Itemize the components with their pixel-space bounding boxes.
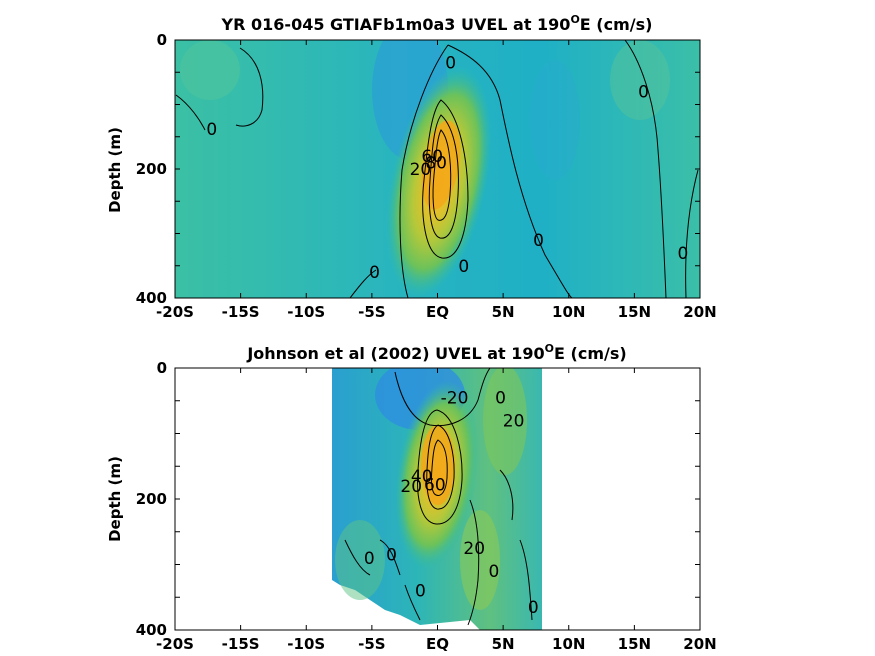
contour-label: 20 <box>410 160 432 180</box>
panel-model: YR 016-045 GTIAFb1m0a3 UVEL at 190OE (cm… <box>106 13 717 321</box>
x-tick-label: -15S <box>222 303 260 321</box>
x-tick-label: 10N <box>552 303 585 321</box>
contour-label: 0 <box>678 244 689 264</box>
panel-1-field <box>175 40 700 298</box>
contour-label: 60 <box>424 476 446 496</box>
x-tick-label: -10S <box>287 303 325 321</box>
x-tick-label: 15N <box>618 635 651 653</box>
panel-1-ylabel: Depth (m) <box>106 127 124 213</box>
contour-label: 0 <box>528 598 539 618</box>
x-tick-label: -20S <box>156 303 194 321</box>
panel-2-title-end: E (cm/s) <box>554 344 627 363</box>
panel-1-title-sup: O <box>570 13 579 26</box>
panel-1-title-main: YR 016-045 GTIAFb1m0a3 UVEL at 190 <box>221 15 571 34</box>
contour-label: 20 <box>503 411 525 431</box>
panel-2-field <box>332 368 542 630</box>
y-tick-label: 0 <box>157 359 167 377</box>
x-tick-label: EQ <box>426 635 449 653</box>
panel-2-title: Johnson et al (2002) UVEL at 190OE (cm/s… <box>246 342 626 363</box>
contour-label: 80 <box>425 154 447 174</box>
contour-label: 0 <box>364 549 375 569</box>
contour-label: -20 <box>441 388 469 408</box>
panel-2-title-sup: O <box>545 342 554 355</box>
x-tick-label: -15S <box>222 635 260 653</box>
contour-label: 0 <box>638 83 649 103</box>
y-tick-label: 400 <box>136 621 167 639</box>
contour-label: 0 <box>415 582 426 602</box>
contour-label: 20 <box>463 539 485 559</box>
y-tick-label: 200 <box>136 160 167 178</box>
panel-1-contours <box>175 40 699 298</box>
x-tick-label: -5S <box>358 303 385 321</box>
x-tick-label: 5N <box>492 635 515 653</box>
panel-observed: Johnson et al (2002) UVEL at 190OE (cm/s… <box>106 342 717 653</box>
panel-2-ylabel: Depth (m) <box>106 456 124 542</box>
x-tick-label: 5N <box>492 303 515 321</box>
contour-label: 40 <box>411 467 433 487</box>
y-tick-label: 200 <box>136 490 167 508</box>
contour-label: 0 <box>458 257 469 277</box>
x-tick-label: 20N <box>683 635 716 653</box>
contour-label: 60 <box>421 147 443 167</box>
contour-label: 0 <box>206 120 217 140</box>
x-tick-label: 10N <box>552 635 585 653</box>
y-tick-label: 0 <box>157 31 167 49</box>
panel-1-title: YR 016-045 GTIAFb1m0a3 UVEL at 190OE (cm… <box>221 13 653 34</box>
contour-label: 0 <box>386 546 397 566</box>
x-tick-label: -10S <box>287 635 325 653</box>
contour-label: 0 <box>369 263 380 283</box>
x-tick-label: 15N <box>618 303 651 321</box>
contour-label: 0 <box>533 231 544 251</box>
contour-label: 0 <box>495 388 506 408</box>
x-tick-label: 20N <box>683 303 716 321</box>
x-tick-label: -5S <box>358 635 385 653</box>
panel-2-title-main: Johnson et al (2002) UVEL at 190 <box>246 344 544 363</box>
y-tick-label: 400 <box>136 289 167 307</box>
contour-label: 20 <box>400 477 422 497</box>
panel-2-contours <box>344 368 533 626</box>
contour-label: 0 <box>445 54 456 74</box>
x-tick-label: -20S <box>156 635 194 653</box>
contour-label: 0 <box>489 562 500 582</box>
x-tick-label: EQ <box>426 303 449 321</box>
panel-1-title-end: E (cm/s) <box>580 15 653 34</box>
